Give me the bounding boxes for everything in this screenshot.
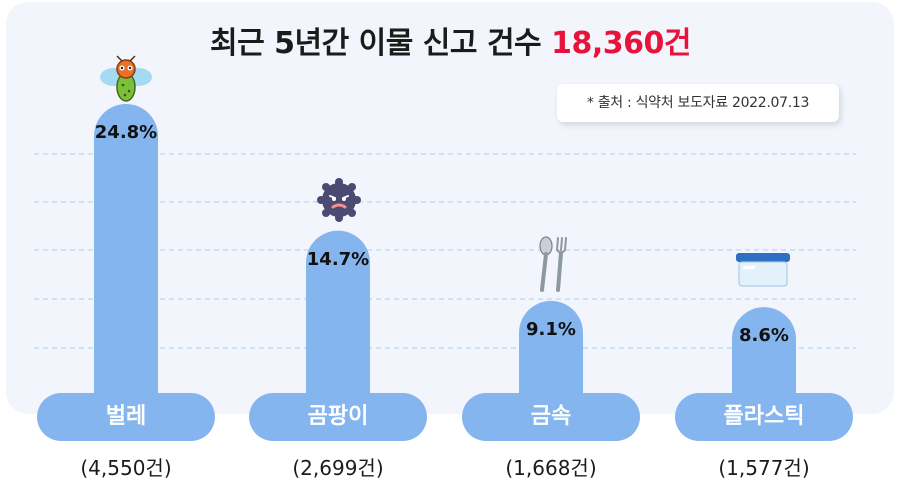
- bar-2: [519, 300, 583, 415]
- grid-lines: [34, 153, 856, 349]
- spoon-fork-icon: [528, 236, 576, 296]
- bar-value-label-0: 24.8%: [94, 122, 158, 143]
- source-note: * 출처 : 식약처 보도자료 2022.07.13: [557, 84, 839, 122]
- category-count-1: (2,699건): [292, 456, 384, 480]
- bar-1: [306, 230, 370, 415]
- bar-value-label-2: 9.1%: [526, 318, 576, 340]
- bar-value-label-3: 8.6%: [739, 325, 789, 347]
- category-count-3: (1,577건): [718, 456, 810, 480]
- mold-icon: [315, 176, 363, 228]
- category-label-3: 플라스틱: [675, 393, 853, 441]
- title-main: 최근 5년간 이물 신고 건수: [210, 26, 542, 61]
- category-label-2: 금속: [462, 393, 640, 441]
- bar-0: [94, 104, 158, 415]
- category-label-0: 벌레: [37, 393, 215, 441]
- title-total: 18,360건: [551, 26, 691, 61]
- chart-title: 최근 5년간 이물 신고 건수 18,360건: [0, 18, 901, 62]
- category-count-2: (1,668건): [505, 456, 597, 480]
- bug-icon: [98, 55, 154, 109]
- plastic-container-icon: [734, 250, 792, 294]
- bar-3: [732, 307, 796, 415]
- category-count-0: (4,550건): [80, 456, 172, 480]
- bars: [94, 104, 796, 415]
- category-label-1: 곰팡이: [249, 393, 427, 441]
- bar-value-label-1: 14.7%: [306, 248, 370, 270]
